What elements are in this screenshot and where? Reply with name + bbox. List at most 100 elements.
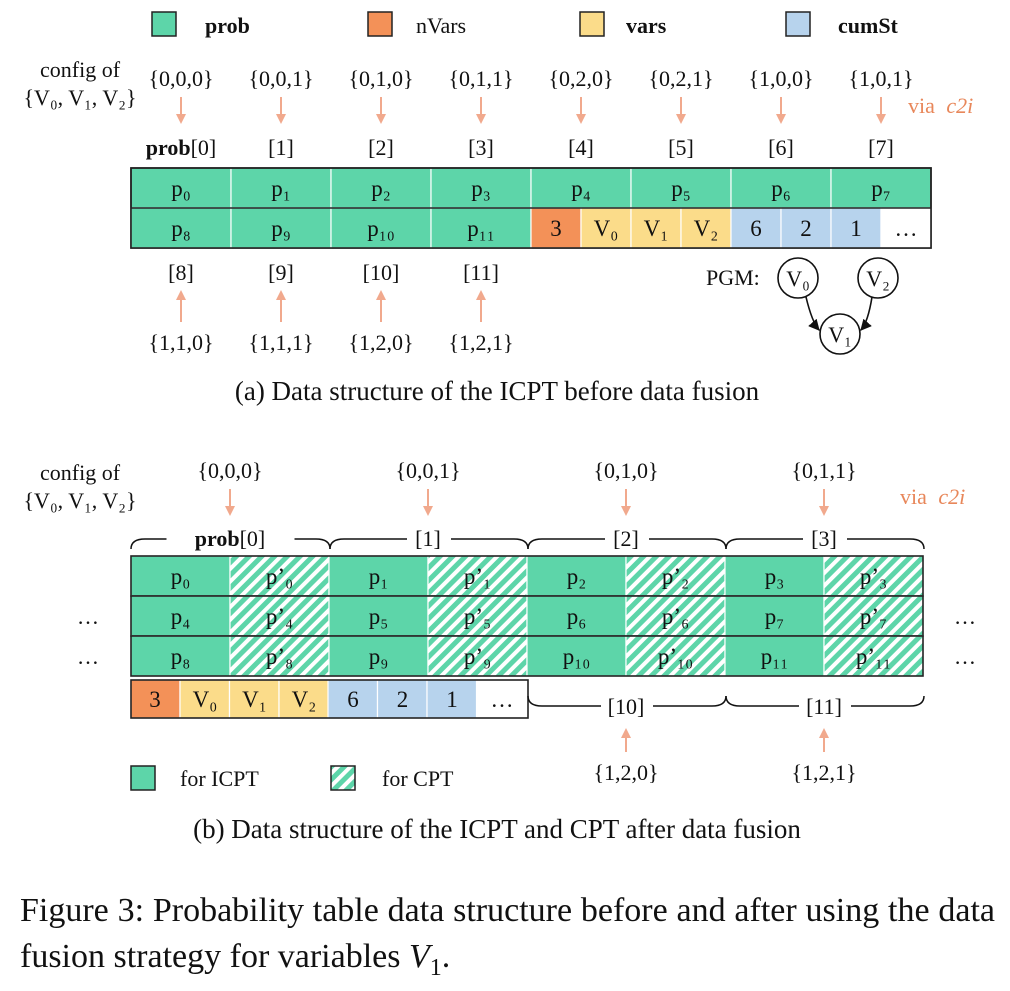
icpt-cell-label: p₇ xyxy=(765,604,785,629)
brace-bottom-b xyxy=(725,695,925,707)
pgm-node-v0 xyxy=(777,257,819,299)
config-bottom-b: {1,2,1} xyxy=(791,760,856,785)
prob-cell-label: p₁₀ xyxy=(367,216,395,241)
index-bottom-a: [11] xyxy=(463,260,499,285)
prob-cell xyxy=(830,167,932,209)
arrows-bottom-a xyxy=(176,290,486,322)
index-a-0-rest: [0] xyxy=(191,135,217,160)
prob-cell-label: p₅ xyxy=(671,176,691,201)
pgm-graph: PGM: V₀ V₂ V₁ xyxy=(706,257,899,355)
prob-cell xyxy=(130,207,232,249)
index-bottom-a: [9] xyxy=(268,260,294,285)
index-top-b: [1] xyxy=(415,526,441,551)
icpt-cell xyxy=(526,555,627,597)
config-top-b: {0,1,0} xyxy=(593,458,658,483)
legend-label-nvars: nVars xyxy=(416,13,466,38)
via-func-a: c2i xyxy=(946,93,973,118)
icpt-cell-label: p₂ xyxy=(567,564,587,589)
cpt-cell-label: p’₁ xyxy=(464,564,491,589)
icpt-cell-label: p₅ xyxy=(369,604,389,629)
pgm-node-v2 xyxy=(857,257,899,299)
cpt-cell-label: p’₂ xyxy=(662,564,689,589)
index-label-b-0: prob[0] xyxy=(195,526,266,551)
index-top-b: [3] xyxy=(811,526,837,551)
cumst-cell-label: 1 xyxy=(446,687,458,712)
config-bottom-a: {1,1,0} xyxy=(148,330,213,355)
prob-cell xyxy=(330,207,432,249)
cumst-cell-label: 6 xyxy=(347,687,359,712)
caption-b: (b) Data structure of the ICPT and CPT a… xyxy=(193,814,801,844)
top-legend: prob nVars vars cumSt xyxy=(151,11,899,38)
index-top-a: [3] xyxy=(468,135,494,160)
legend-swatch-cumst xyxy=(785,11,811,37)
config-top-a: {1,0,0} xyxy=(748,66,813,91)
index-top-a: [1] xyxy=(268,135,294,160)
index-b-0-rest: [0] xyxy=(240,526,266,551)
icpt-cell xyxy=(328,595,429,637)
icpt-cell-label: p₄ xyxy=(171,604,191,629)
legend-label-cpt: for CPT xyxy=(382,766,454,791)
vars-cell xyxy=(580,207,632,249)
config-top-a: {0,1,1} xyxy=(448,66,513,91)
cpt-cell xyxy=(823,595,924,637)
empty-cell xyxy=(880,207,932,249)
figure-caption-text: Figure 3: Probability table data structu… xyxy=(20,892,995,975)
index-labels-bottom-b: [10] [11] xyxy=(608,694,842,719)
config-top-a: {0,1,0} xyxy=(348,66,413,91)
cpt-cell-label: p’₈ xyxy=(266,644,293,669)
nvars-cell xyxy=(130,679,181,719)
prob-cell xyxy=(430,207,532,249)
cpt-cell xyxy=(823,555,924,597)
icpt-cell-label: p₁₀ xyxy=(563,644,591,669)
ellipsis-cell-label: … xyxy=(895,216,918,241)
index-top-a: [7] xyxy=(868,135,894,160)
cpt-cell-label: p’₅ xyxy=(464,604,491,629)
pgm-node-v1 xyxy=(819,313,861,355)
config-labels-top-a: {0,0,0} {0,0,1} {0,1,0} {0,1,1} {0,2,0} {0,2,… xyxy=(148,66,913,91)
config-top-b: {0,0,1} xyxy=(395,458,460,483)
index-bottom-a: [10] xyxy=(363,260,400,285)
pgm-edge-v2-v1 xyxy=(860,296,873,331)
arrows-bottom-b xyxy=(621,728,829,752)
config-labels-bottom-a: {1,1,0} {1,1,1} {1,2,0} {1,2,1} xyxy=(148,330,513,355)
config-bottom-a: {1,2,1} xyxy=(448,330,513,355)
via-func-b: c2i xyxy=(938,484,965,509)
index-labels-top-a: [1] [2] [3] [4] [5] [6] [7] xyxy=(268,135,894,160)
prob-cell-label: p₇ xyxy=(871,176,891,201)
legend-swatch-icpt xyxy=(130,765,156,791)
config-labels-bottom-b: {1,2,0} {1,2,1} xyxy=(593,760,856,785)
config-top-a: {0,2,0} xyxy=(548,66,613,91)
row-border xyxy=(130,167,932,249)
memory-row-1-a: p₀ p₁ p₂ p₃ p₄ p₅ p₆ p₇ xyxy=(130,167,932,249)
figure-caption-var-sub: 1 xyxy=(429,954,442,981)
panel-b: config of {V₀, V₁, V₂} {0,0,0} {0,0,1} {0,… xyxy=(24,458,977,844)
pgm-edge-v0-v1 xyxy=(805,296,820,331)
cpt-cell-label: p’₉ xyxy=(464,644,491,669)
nvars-cell-label: 3 xyxy=(149,687,161,712)
nvars-cell-label: 3 xyxy=(550,216,562,241)
icpt-cell-label: p₆ xyxy=(567,604,587,629)
figure-caption-end: . xyxy=(441,938,451,975)
vars-cell xyxy=(278,679,330,719)
config-top-a: {1,0,1} xyxy=(848,66,913,91)
figure-caption: Figure 3: Probability table data structu… xyxy=(20,888,995,991)
index-top-a: [5] xyxy=(668,135,694,160)
config-label-b-line2: {V₀, V₁, V₂} xyxy=(24,488,137,513)
vars-cell xyxy=(680,207,732,249)
legend-swatch-cpt xyxy=(330,765,356,791)
cumst-cell xyxy=(376,679,428,719)
pgm-node-v1-label: V₁ xyxy=(828,322,852,347)
index-labels-top-b: [1] [2] [3] xyxy=(415,526,837,551)
config-top-a: {0,2,1} xyxy=(648,66,713,91)
vars-cell-label: V₁ xyxy=(242,687,267,712)
prob-cell xyxy=(330,167,432,209)
icpt-cell-label: p₃ xyxy=(765,564,785,589)
braces-top-b xyxy=(130,538,925,550)
ellipsis-right: … xyxy=(954,644,976,669)
config-bottom-a: {1,2,0} xyxy=(348,330,413,355)
index-bottom-a: [8] xyxy=(168,260,194,285)
cumst-cell-label: 2 xyxy=(397,687,409,712)
vars-cell-label: V₀ xyxy=(193,687,218,712)
legend-label-prob: prob xyxy=(205,13,250,38)
config-top-b: {0,1,1} xyxy=(791,458,856,483)
